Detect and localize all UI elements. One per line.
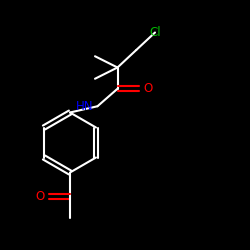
Text: O: O — [35, 190, 44, 203]
Text: O: O — [143, 82, 152, 95]
Text: HN: HN — [76, 100, 94, 113]
Text: Cl: Cl — [149, 26, 161, 39]
